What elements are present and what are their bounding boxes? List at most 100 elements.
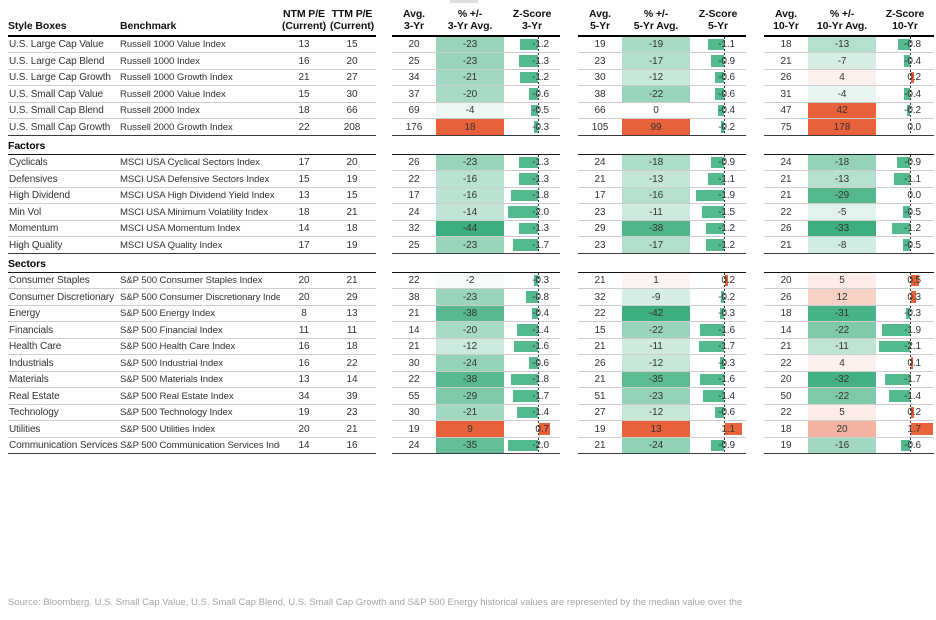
column-gap [560, 355, 578, 372]
avg-pe-value: 31 [764, 86, 808, 103]
table-row: Materials S&P 500 Materials Index 13 14 22 -3… [8, 371, 934, 389]
col-header-zscore-10yr: Z-Score 10-Yr [876, 8, 934, 37]
pct-vs-avg-value: 5 [808, 404, 876, 422]
row-benchmark: MSCI USA Quality Index [120, 237, 280, 254]
section-header-cell [622, 254, 690, 273]
zscore-bar-positive [911, 71, 914, 84]
zscore-bar-negative [530, 104, 538, 117]
zscore-bar-negative [892, 222, 910, 235]
ttm-pe-value: 20 [328, 155, 376, 172]
zero-line [538, 437, 539, 454]
pct-vs-avg-value: -12 [622, 355, 690, 372]
section-header-cell [392, 136, 436, 155]
avg-pe-value: 22 [392, 171, 436, 188]
column-gap [376, 221, 392, 238]
zscore-cell: 0.2 [876, 404, 934, 422]
zscore-bar-negative [706, 239, 724, 251]
pct-vs-avg-value: -29 [808, 187, 876, 205]
pct-vs-avg-value: -2 [436, 272, 504, 290]
pct-vs-avg-value: -44 [436, 220, 504, 238]
pct-vs-avg-value: -33 [808, 220, 876, 238]
row-benchmark: MSCI USA Minimum Volatility Index [120, 204, 280, 221]
avg-pe-value: 32 [578, 289, 622, 306]
table-row: Cyclicals MSCI USA Cyclical Sectors Index… [8, 154, 934, 172]
zero-line [910, 322, 911, 338]
avg-pe-value: 18 [764, 37, 808, 54]
zero-line [538, 119, 539, 135]
pct-vs-avg-value: -11 [622, 204, 690, 221]
row-label: U.S. Small Cap Value [8, 86, 120, 103]
row-label: Consumer Discretionary [8, 289, 120, 306]
zero-line [910, 36, 911, 53]
zero-line [538, 322, 539, 338]
row-label: Materials [8, 372, 120, 389]
avg-pe-value: 176 [392, 119, 436, 136]
zscore-bar-negative [706, 222, 724, 235]
avg-pe-value: 26 [392, 155, 436, 172]
zero-line [910, 421, 911, 437]
ntm-pe-value: 18 [280, 204, 328, 221]
pct-vs-avg-value: 9 [436, 421, 504, 438]
zscore-value: -1.2 [718, 223, 735, 234]
table-row: Financials S&P 500 Financial Index 11 11 14-… [8, 322, 934, 339]
table-row: Health Care S&P 500 Health Care Index 16 18… [8, 338, 934, 356]
avg-pe-value: 17 [392, 188, 436, 205]
avg-pe-value: 20 [764, 273, 808, 290]
zscore-cell: -1.4 [504, 322, 560, 339]
row-benchmark: Russell 1000 Value Index [120, 37, 280, 54]
row-label: U.S. Large Cap Value [8, 37, 120, 54]
row-label: Communication Services [8, 438, 120, 455]
ttm-pe-value: 14 [328, 372, 376, 389]
row-label: U.S. Small Cap Growth [8, 119, 120, 136]
column-gap [560, 273, 578, 290]
section-header-cell [578, 136, 622, 155]
pct-vs-avg-value: -4 [436, 102, 504, 120]
zero-line [910, 388, 911, 404]
zscore-bar-negative [700, 373, 724, 386]
row-benchmark: S&P 500 Real Estate Index [120, 388, 280, 405]
zscore-value: -0.6 [904, 440, 921, 451]
zscore-bar-negative [721, 121, 724, 133]
zscore-value: -0.2 [718, 121, 735, 133]
ntm-pe-value: 14 [280, 221, 328, 238]
ntm-pe-value: 13 [280, 37, 328, 54]
table-row: U.S. Large Cap Value Russell 1000 Value I… [8, 36, 934, 54]
pct-vs-avg-value: -22 [622, 86, 690, 103]
pct-vs-avg-value: -21 [436, 404, 504, 422]
section-header-cell [690, 136, 746, 155]
zscore-bar-negative [529, 357, 538, 369]
column-gap [376, 204, 392, 221]
row-benchmark: S&P 500 Consumer Staples Index [120, 273, 280, 290]
col-header-pct-5yr: % +/- 5-Yr Avg. [622, 8, 690, 37]
ntm-pe-value: 15 [280, 86, 328, 103]
ntm-pe-value: 13 [280, 372, 328, 389]
zero-line [724, 437, 725, 454]
zero-line [538, 272, 539, 289]
zscore-value: -0.4 [904, 88, 921, 100]
zscore-cell: -0.6 [690, 69, 746, 87]
zero-line [538, 69, 539, 86]
col-header-pct-10yr: % +/- 10-Yr Avg. [808, 8, 876, 37]
avg-pe-value: 21 [578, 171, 622, 188]
pct-vs-avg-value: 4 [808, 69, 876, 87]
pct-vs-avg-value: -5 [808, 204, 876, 221]
zero-line [910, 102, 911, 119]
zero-line [538, 371, 539, 388]
zscore-bar-negative [517, 324, 538, 336]
table-row: Utilities S&P 500 Utilities Index 20 21 19 9 0… [8, 421, 934, 438]
ttm-pe-value: 20 [328, 53, 376, 70]
pct-vs-avg-value: -7 [808, 53, 876, 70]
table-row: Energy S&P 500 Energy Index 8 13 21 -38 -0.4 22… [8, 305, 934, 323]
zscore-bar-negative [520, 38, 538, 51]
ntm-pe-value: 20 [280, 273, 328, 290]
zscore-value: -0.5 [904, 239, 921, 251]
zscore-value: 0.7 [535, 423, 549, 435]
row-benchmark: S&P 500 Utilities Index [120, 421, 280, 438]
pct-vs-avg-value: -35 [622, 371, 690, 389]
avg-pe-value: 30 [392, 355, 436, 372]
zscore-bar-negative [893, 173, 910, 185]
zscore-cell: 1.1 [690, 421, 746, 438]
ttm-pe-value: 27 [328, 70, 376, 87]
pct-vs-avg-value: -14 [436, 204, 504, 221]
zscore-value: -1.7 [532, 390, 549, 402]
